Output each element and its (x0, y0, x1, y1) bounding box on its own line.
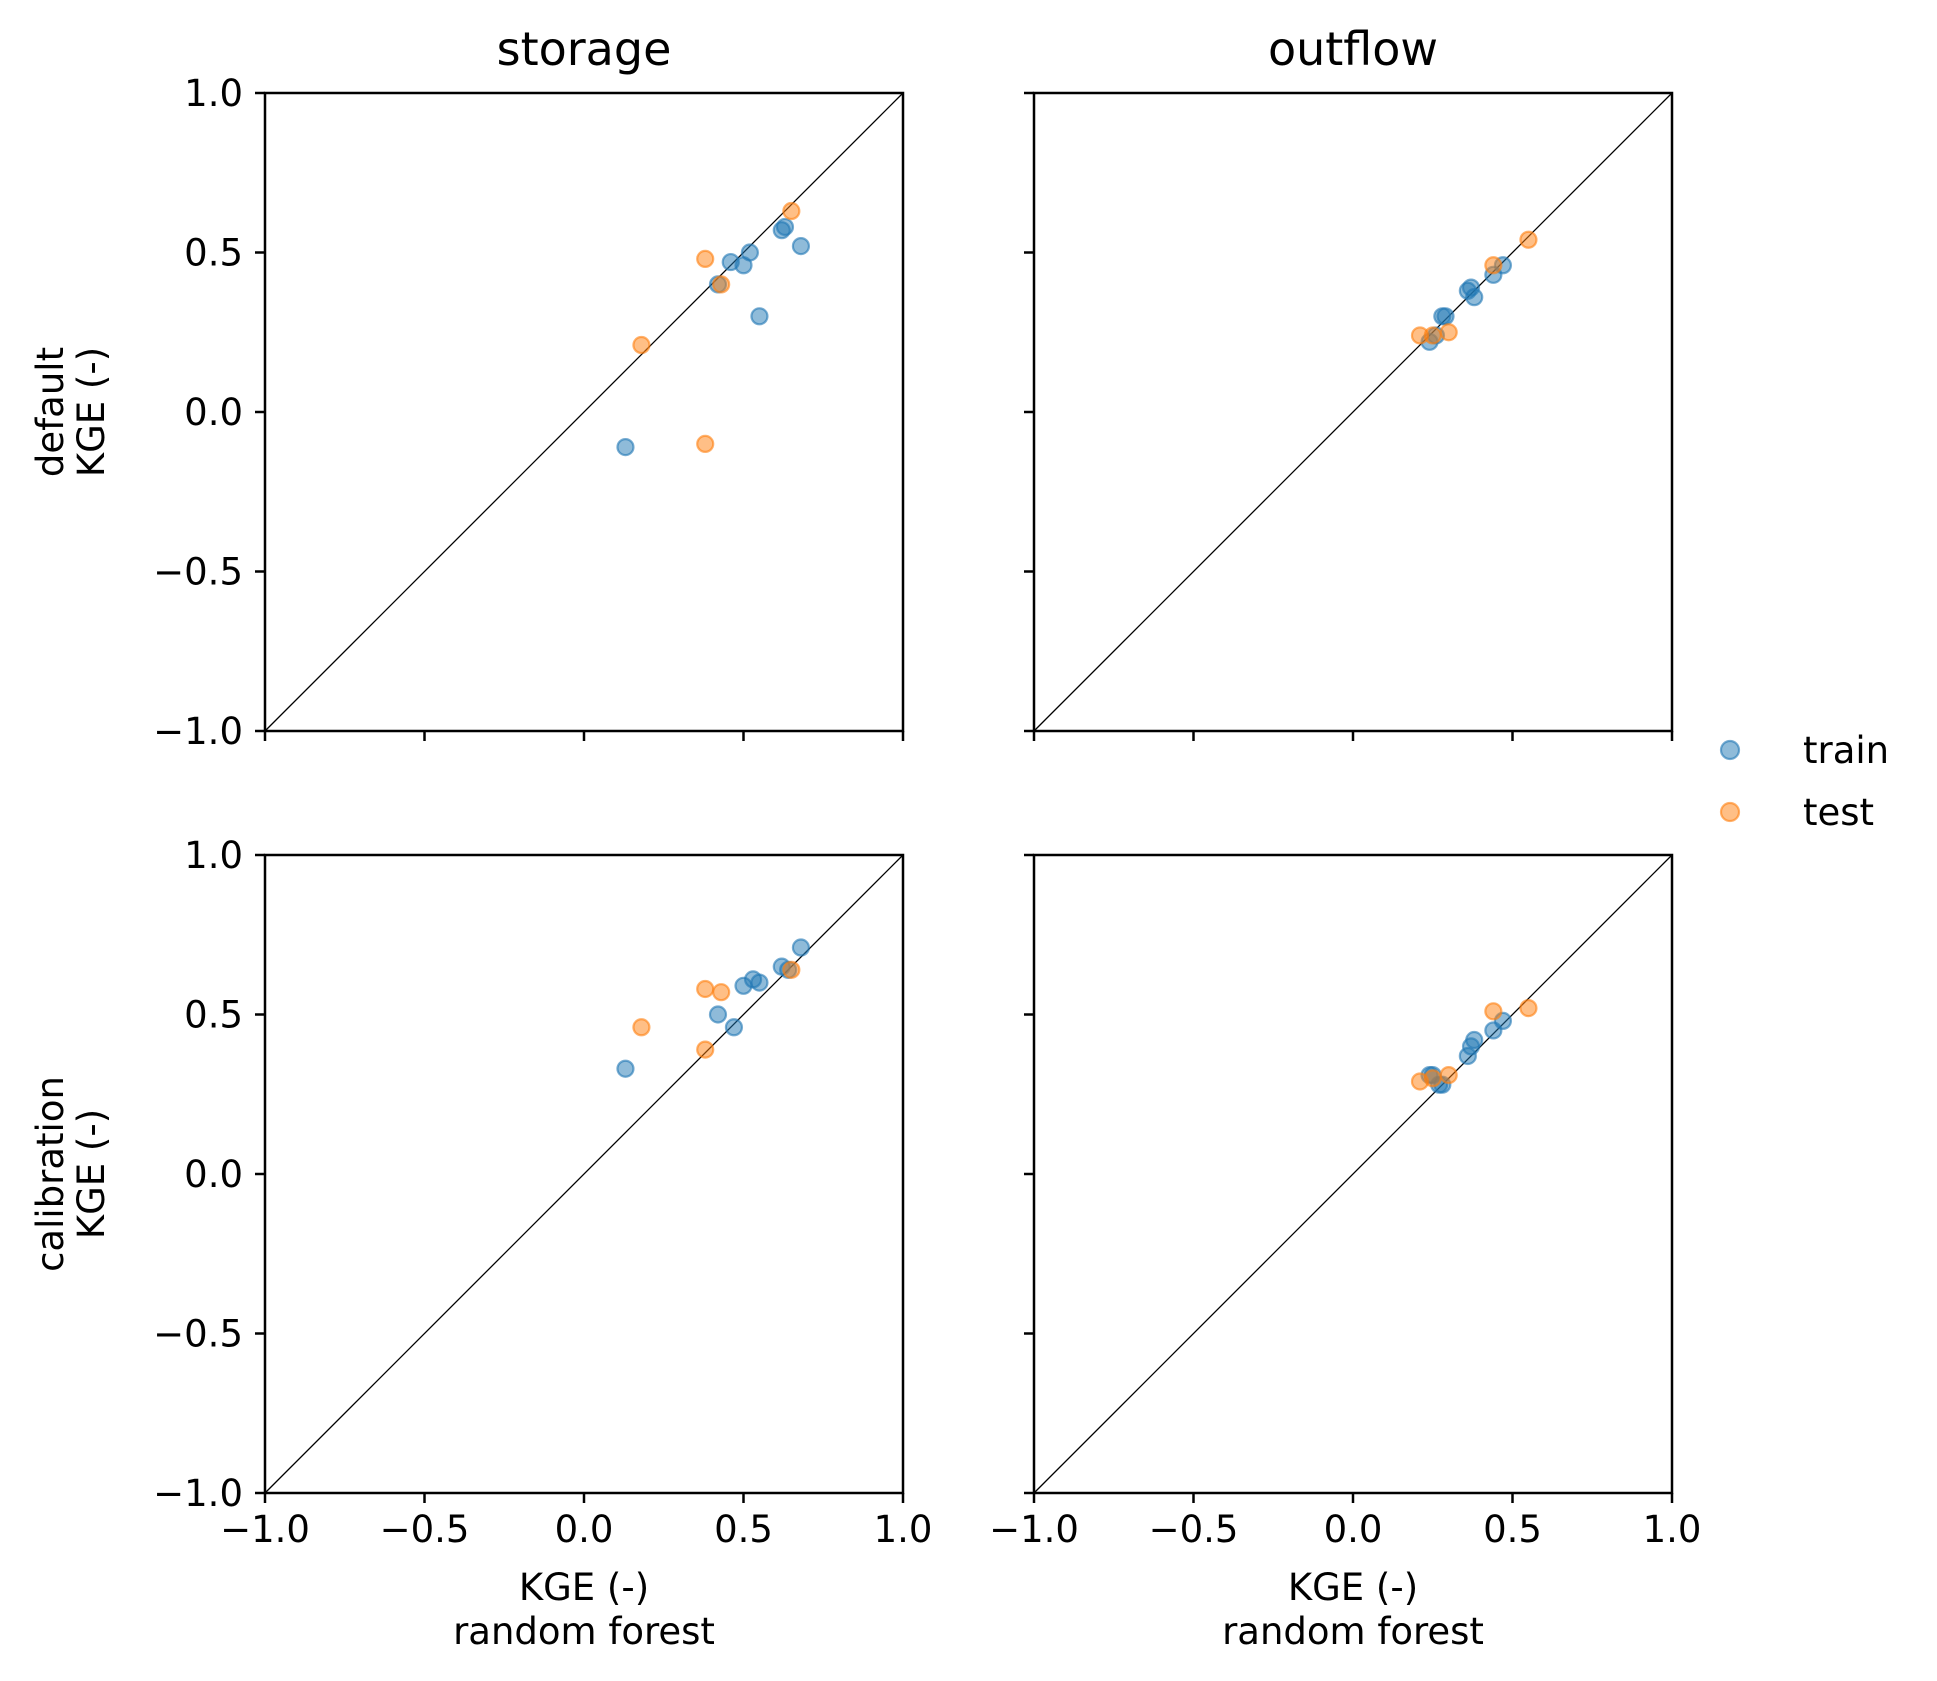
point-test (1439, 323, 1458, 342)
point-test (1423, 1069, 1442, 1088)
y-axis-label: calibration (29, 1076, 72, 1272)
y-tick-label: −0.5 (153, 1313, 243, 1356)
y-axis-label: default (29, 347, 72, 477)
x-tick-label: 1.0 (874, 1508, 933, 1551)
point-test (696, 979, 715, 999)
column-title: outflow (1268, 22, 1438, 76)
y-axis-label: KGE (-) (70, 347, 113, 477)
point-test (1519, 999, 1538, 1018)
point-test (712, 983, 731, 1002)
point-train (791, 938, 811, 957)
point-test (1423, 326, 1442, 345)
point-train (616, 437, 635, 457)
point-test (712, 275, 731, 294)
panel-default-outflow: outflow (1024, 22, 1674, 741)
y-tick-label: 1.0 (184, 72, 243, 115)
y-tick-label: 0.5 (184, 232, 243, 275)
x-axis-label: random forest (453, 1610, 715, 1653)
point-train (1465, 1030, 1484, 1050)
column-title: storage (497, 22, 672, 76)
x-axis-label: random forest (1222, 1610, 1484, 1653)
panel-calibration-storage: −1.0 −0.5 0.0 0.5 1.0 −1.0 −0.5 0.0 0.5 1.0 KGE (-… (29, 834, 932, 1653)
point-train (1465, 288, 1484, 307)
panel-calibration-outflow: −1.0 −0.5 0.0 0.5 1.0 KGE (-)random forest (989, 853, 1702, 1653)
x-tick-label: 1.0 (1643, 1508, 1702, 1551)
point-train (708, 1005, 728, 1024)
x-tick-label: −1.0 (989, 1508, 1079, 1551)
point-test (1519, 230, 1538, 249)
x-tick-label: 0.5 (1483, 1508, 1542, 1551)
point-test (696, 249, 715, 268)
point-test (1439, 1066, 1458, 1085)
legend: train test (1719, 729, 1889, 834)
point-test (696, 1040, 715, 1059)
point-test (632, 335, 651, 355)
x-tick-label: 0.5 (714, 1508, 773, 1551)
point-train (750, 307, 769, 326)
point-test (1484, 1002, 1503, 1021)
point-test (782, 960, 801, 979)
one-to-one-line (1033, 92, 1673, 732)
x-tick-label: 0.0 (555, 1508, 614, 1551)
point-train (775, 217, 795, 237)
x-tick-label: −0.5 (380, 1508, 470, 1551)
one-to-one-line (264, 92, 904, 732)
y-tick-label: 0.0 (184, 391, 243, 434)
point-test (1484, 256, 1503, 275)
point-train (791, 237, 811, 256)
point-train (750, 973, 769, 992)
x-axis-label: KGE (-) (1288, 1566, 1418, 1609)
point-test (696, 434, 715, 453)
point-train (724, 1018, 744, 1037)
y-tick-label: 0.5 (184, 994, 243, 1037)
point-train (616, 1059, 635, 1078)
y-tick-label: −0.5 (153, 551, 243, 594)
x-tick-label: −1.0 (220, 1508, 310, 1551)
x-axis-label: KGE (-) (519, 1566, 649, 1609)
x-tick-label: −0.5 (1149, 1508, 1239, 1551)
point-test (782, 201, 801, 221)
legend-marker-train (1719, 739, 1741, 761)
point-train (1436, 307, 1455, 326)
x-tick-label: 0.0 (1324, 1508, 1383, 1551)
legend-label-test: test (1803, 791, 1874, 834)
one-to-one-line (1033, 854, 1673, 1494)
legend-label-train: train (1803, 729, 1889, 772)
y-tick-label: 1.0 (184, 834, 243, 877)
one-to-one-line (264, 854, 904, 1494)
y-tick-label: −1.0 (153, 1472, 243, 1515)
legend-marker-test (1719, 801, 1741, 823)
y-tick-label: −1.0 (153, 710, 243, 753)
point-test (632, 1018, 651, 1037)
y-axis-label: KGE (-) (70, 1109, 113, 1239)
y-tick-label: 0.0 (184, 1153, 243, 1196)
point-train (740, 243, 759, 262)
